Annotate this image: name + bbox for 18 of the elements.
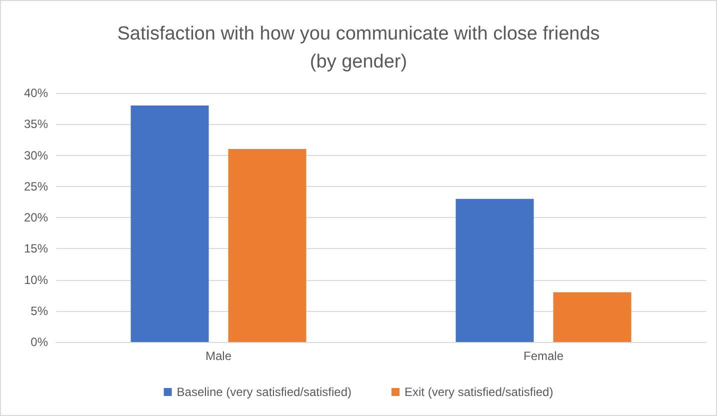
bar [228,149,306,342]
chart-title: Satisfaction with how you communicate with close friends (by gender) [117,24,600,72]
y-tick-label: 30% [24,148,48,162]
y-tick-label: 5% [30,304,48,318]
x-tick-label: Female [523,349,564,363]
y-tick-label: 20% [24,210,48,224]
y-tick-label: 10% [24,272,48,287]
legend-label: Baseline (very satisfied/satisfied) [176,385,352,399]
legend-label: Exit (very satisfied/satisfied) [404,385,554,399]
bar [553,292,632,342]
y-tick-label: 25% [24,179,48,194]
y-tick-label: 15% [24,242,48,256]
y-tick-label: 0% [30,335,48,349]
y-tick-label: 35% [24,117,48,132]
y-tick-label: 40% [24,86,48,100]
bar [456,198,534,342]
bar [130,105,209,342]
x-tick-label: Male [205,349,232,363]
